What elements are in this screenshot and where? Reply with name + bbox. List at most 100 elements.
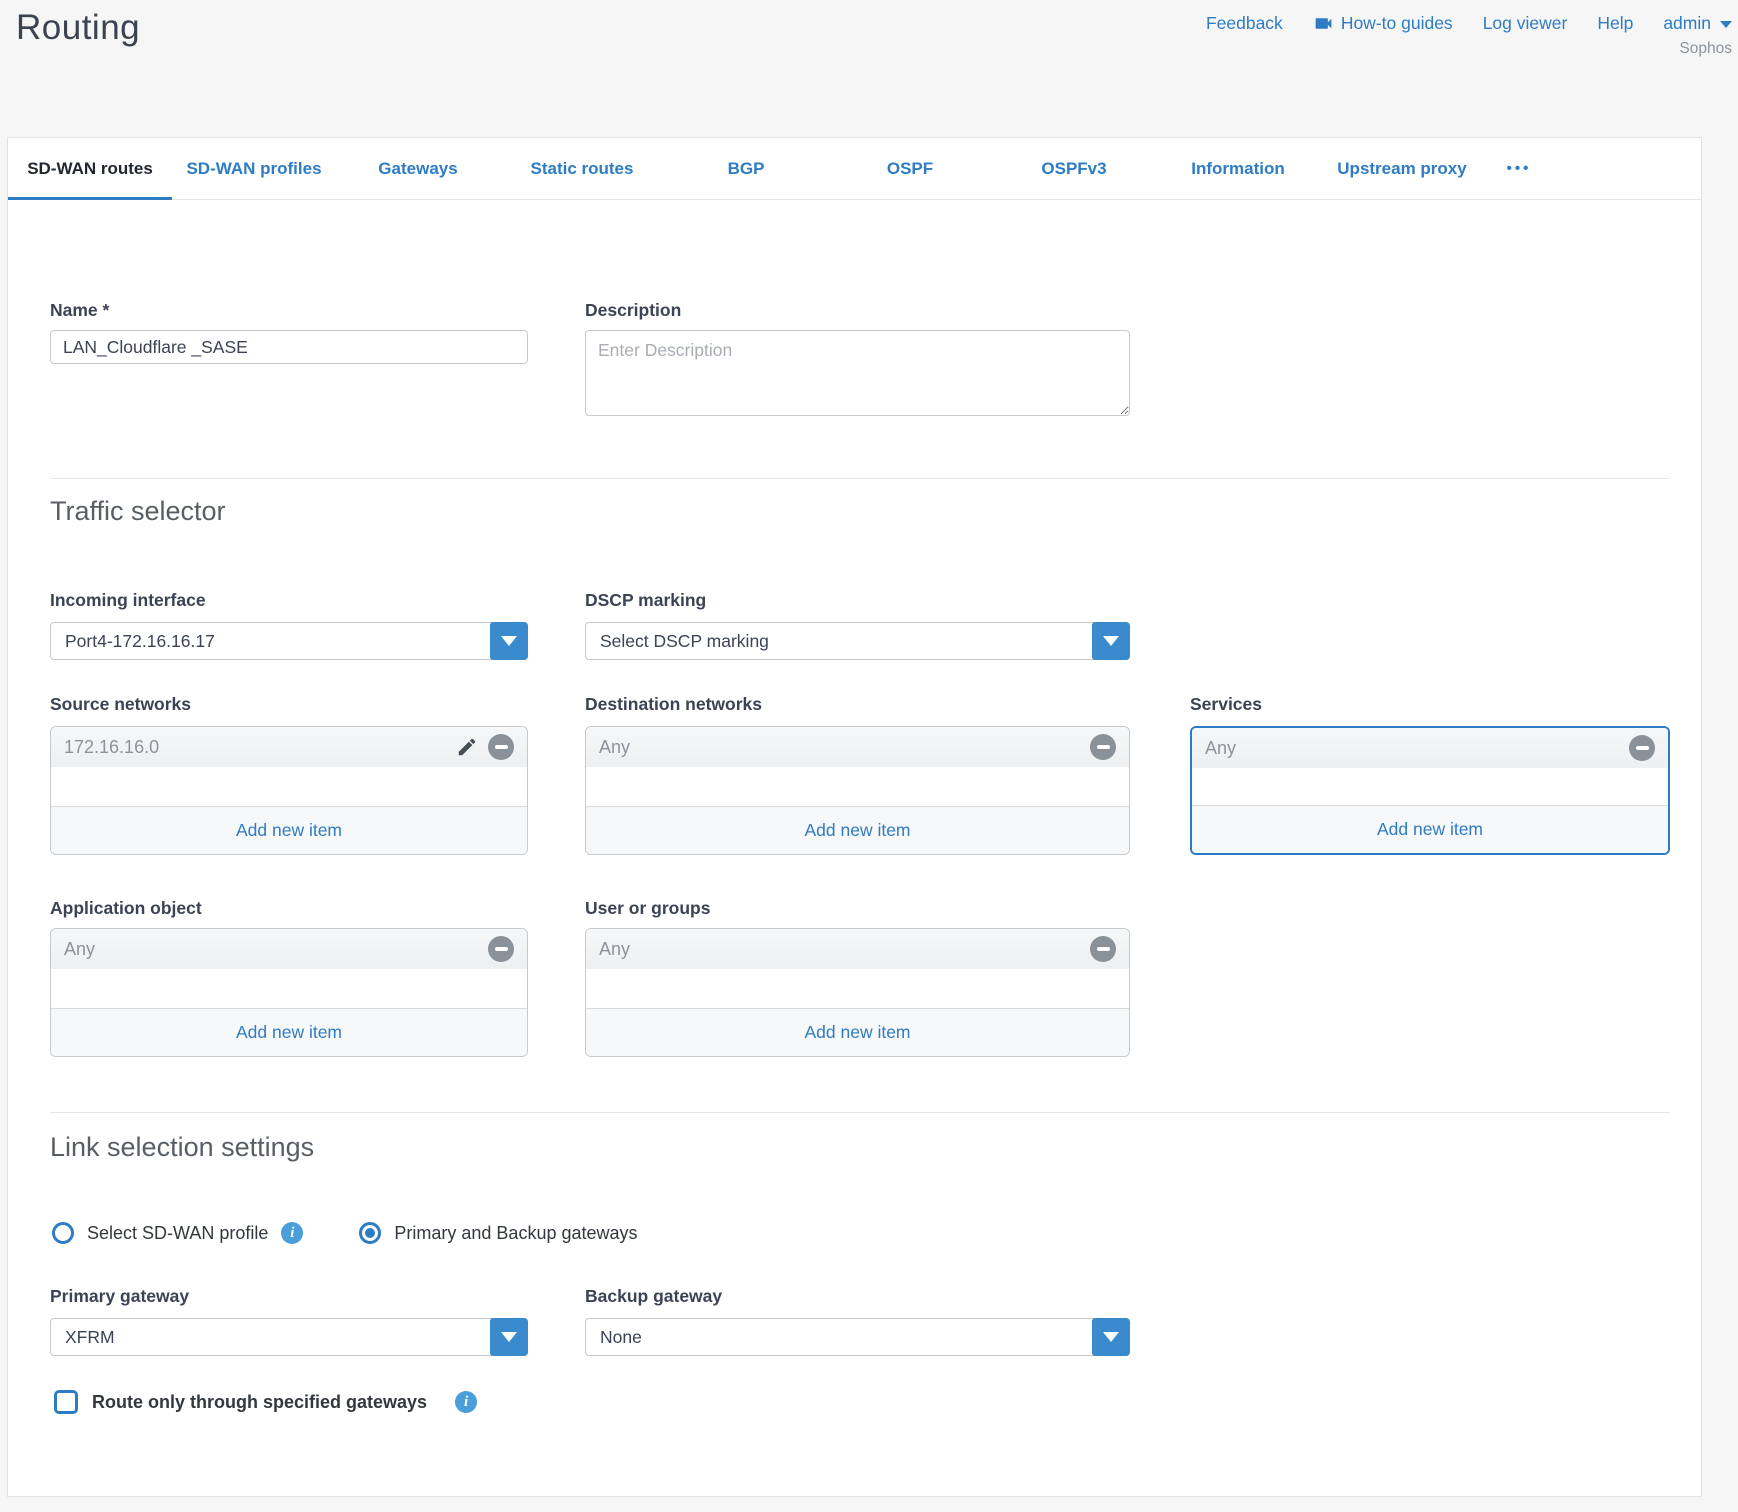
caret-down-icon [1720, 21, 1732, 28]
dscp-marking-value[interactable]: Select DSCP marking [585, 622, 1130, 660]
destination-networks-box: Any Add new item [585, 726, 1130, 855]
primary-gateway-dropdown-button[interactable] [490, 1318, 528, 1356]
box-spacer [51, 969, 527, 1008]
remove-item-button[interactable] [1090, 734, 1116, 760]
item-label: Any [64, 938, 96, 959]
radio-icon[interactable] [52, 1222, 74, 1244]
backup-gateway-select[interactable]: None [585, 1318, 1130, 1356]
tab-gateways[interactable]: Gateways [378, 158, 458, 178]
description-textarea[interactable] [585, 330, 1130, 416]
route-only-checkbox[interactable] [54, 1390, 78, 1414]
ellipsis-icon: ••• [1506, 160, 1532, 177]
caret-down-icon [501, 1332, 517, 1342]
application-object-label: Application object [50, 898, 202, 918]
section-divider [50, 478, 1670, 479]
name-label: Name * [50, 300, 110, 320]
dscp-marking-dropdown-button[interactable] [1092, 622, 1130, 660]
item-label: Any [599, 938, 631, 959]
radio-label: Primary and Backup gateways [394, 1222, 638, 1243]
section-divider [50, 1112, 1670, 1113]
minus-icon [494, 947, 508, 951]
nav-how-to-guides-label: How-to guides [1340, 13, 1453, 33]
tab-bgp[interactable]: BGP [727, 158, 765, 178]
nav-admin-menu[interactable]: admin [1663, 13, 1732, 34]
required-asterisk: * [102, 300, 110, 320]
remove-item-button[interactable] [1090, 936, 1116, 962]
tab-ospfv3[interactable]: OSPFv3 [1041, 158, 1107, 178]
remove-item-button[interactable] [488, 734, 514, 760]
tab-information[interactable]: Information [1191, 158, 1285, 178]
edit-pencil-icon[interactable] [456, 736, 478, 758]
nav-help-label: Help [1597, 13, 1634, 33]
list-item: Any [586, 727, 1129, 767]
nav-feedback[interactable]: Feedback [1206, 13, 1283, 34]
caret-down-icon [1103, 1332, 1119, 1342]
nav-log-viewer[interactable]: Log viewer [1483, 13, 1568, 34]
incoming-interface-label: Incoming interface [50, 590, 206, 610]
link-selection-heading: Link selection settings [50, 1132, 315, 1162]
list-item: Any [1192, 728, 1668, 768]
backup-gateway-dropdown-button[interactable] [1092, 1318, 1130, 1356]
source-networks-label: Source networks [50, 694, 192, 714]
add-new-item-button[interactable]: Add new item [51, 1008, 527, 1056]
nav-feedback-label: Feedback [1205, 13, 1283, 33]
nav-admin-label: admin [1663, 13, 1711, 33]
tab-sd-wan-routes[interactable]: SD-WAN routes [8, 138, 172, 200]
tab-ospf[interactable]: OSPF [886, 158, 934, 178]
destination-networks-label: Destination networks [585, 694, 762, 714]
add-new-item-button[interactable]: Add new item [1192, 805, 1668, 853]
remove-item-button[interactable] [1629, 735, 1655, 761]
tabs-more-button[interactable]: ••• [1484, 138, 1554, 199]
radio-label: Select SD-WAN profile [87, 1222, 269, 1243]
page-title: Routing [16, 8, 141, 47]
content-card: SD-WAN routes SD-WAN profiles Gateways S… [7, 137, 1702, 1497]
caret-down-icon [501, 636, 517, 646]
list-item: Any [586, 929, 1129, 969]
add-new-item-button[interactable]: Add new item [586, 806, 1129, 854]
info-icon[interactable]: i [455, 1391, 478, 1413]
box-spacer [1192, 768, 1668, 805]
incoming-interface-value[interactable]: Port4-172.16.16.17 [50, 622, 528, 660]
incoming-interface-dropdown-button[interactable] [490, 622, 528, 660]
list-item: 172.16.16.0 [51, 727, 527, 767]
box-spacer [586, 767, 1129, 806]
backup-gateway-value[interactable]: None [585, 1318, 1130, 1356]
dscp-marking-select[interactable]: Select DSCP marking [585, 622, 1130, 660]
caret-down-icon [1103, 636, 1119, 646]
brand-text: Sophos [1679, 40, 1732, 57]
name-input[interactable] [50, 330, 528, 364]
add-new-item-button[interactable]: Add new item [51, 806, 527, 854]
minus-icon [1096, 947, 1110, 951]
nav-log-viewer-label: Log viewer [1482, 13, 1568, 33]
radio-primary-backup-gateways[interactable]: Primary and Backup gateways [359, 1222, 638, 1244]
tab-sd-wan-profiles[interactable]: SD-WAN profiles [186, 158, 322, 178]
list-item: Any [51, 929, 527, 969]
nav-how-to-guides[interactable]: How-to guides [1313, 13, 1453, 34]
tab-upstream-proxy[interactable]: Upstream proxy [1337, 158, 1467, 178]
description-label: Description [585, 300, 682, 320]
add-new-item-button[interactable]: Add new item [586, 1008, 1129, 1056]
radio-select-sdwan-profile[interactable]: Select SD-WAN profile i [52, 1222, 304, 1244]
tab-static-routes[interactable]: Static routes [530, 158, 634, 178]
item-label: 172.16.16.0 [64, 736, 160, 757]
services-box: Any Add new item [1190, 726, 1670, 855]
item-label: Any [599, 736, 631, 757]
radio-icon[interactable] [359, 1222, 382, 1244]
incoming-interface-select[interactable]: Port4-172.16.16.17 [50, 622, 528, 660]
minus-icon [1096, 745, 1110, 749]
source-networks-box: 172.16.16.0 Add new item [50, 726, 528, 855]
box-spacer [586, 969, 1129, 1008]
remove-item-button[interactable] [488, 936, 514, 962]
info-icon[interactable]: i [281, 1222, 304, 1244]
box-spacer [51, 767, 527, 806]
nav-help[interactable]: Help [1597, 13, 1633, 34]
minus-icon [1635, 746, 1649, 750]
primary-gateway-select[interactable]: XFRM [50, 1318, 528, 1356]
minus-icon [494, 745, 508, 749]
services-label: Services [1190, 694, 1263, 714]
primary-gateway-value[interactable]: XFRM [50, 1318, 528, 1356]
user-or-groups-box: Any Add new item [585, 928, 1130, 1057]
item-label: Any [1205, 737, 1237, 758]
route-only-label: Route only through specified gateways [92, 1391, 428, 1412]
dscp-marking-label: DSCP marking [585, 590, 707, 610]
